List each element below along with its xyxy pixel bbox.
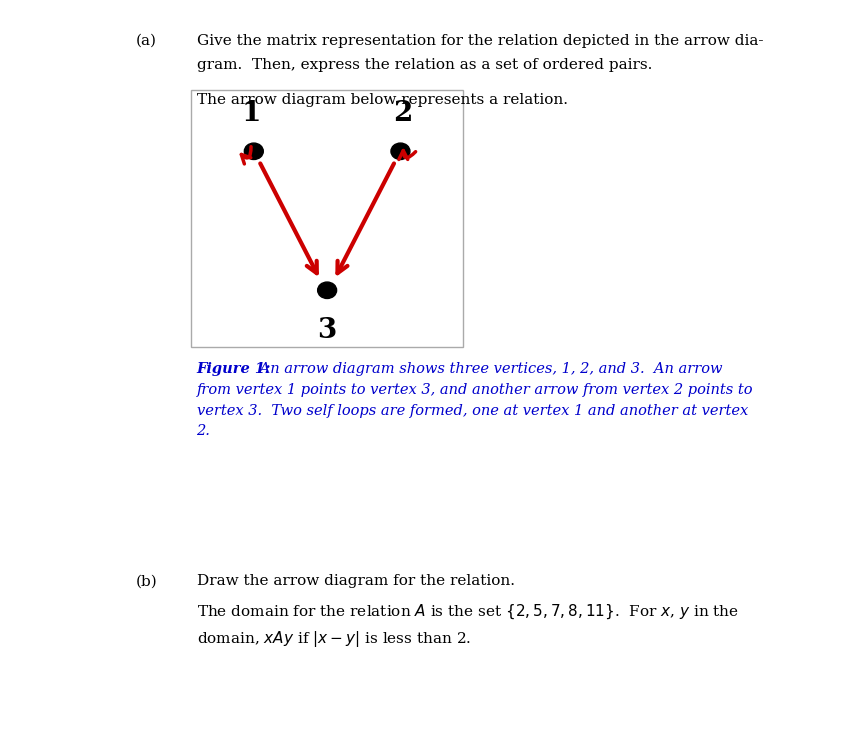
Circle shape <box>244 143 263 160</box>
Text: vertex 3.  Two self loops are formed, one at vertex 1 and another at vertex: vertex 3. Two self loops are formed, one… <box>196 404 747 418</box>
Text: An arrow diagram shows three vertices, 1, 2, and 3.  An arrow: An arrow diagram shows three vertices, 1… <box>255 362 722 376</box>
Text: 2.: 2. <box>196 424 210 439</box>
Text: domain, $xAy$ if $|x - y|$ is less than 2.: domain, $xAy$ if $|x - y|$ is less than … <box>196 629 470 649</box>
Text: 1: 1 <box>241 100 261 127</box>
Text: Draw the arrow diagram for the relation.: Draw the arrow diagram for the relation. <box>196 574 514 589</box>
Text: Figure 1:: Figure 1: <box>196 362 270 376</box>
Text: Give the matrix representation for the relation depicted in the arrow dia-: Give the matrix representation for the r… <box>196 34 762 48</box>
FancyArrowPatch shape <box>399 151 415 160</box>
Text: (b): (b) <box>136 574 158 589</box>
FancyArrowPatch shape <box>241 147 251 164</box>
Text: from vertex 1 points to vertex 3, and another arrow from vertex 2 points to: from vertex 1 points to vertex 3, and an… <box>196 383 753 397</box>
Text: The arrow diagram below represents a relation.: The arrow diagram below represents a rel… <box>196 93 567 107</box>
Text: 3: 3 <box>317 317 337 344</box>
Text: (a): (a) <box>136 34 157 48</box>
Text: gram.  Then, express the relation as a set of ordered pairs.: gram. Then, express the relation as a se… <box>196 58 651 72</box>
Text: The domain for the relation $A$ is the set $\{2, 5, 7, 8, 11\}$.  For $x$, $y$ i: The domain for the relation $A$ is the s… <box>196 603 738 621</box>
Bar <box>191 90 462 347</box>
Circle shape <box>391 143 410 160</box>
Circle shape <box>318 282 336 298</box>
Text: 2: 2 <box>393 100 412 127</box>
